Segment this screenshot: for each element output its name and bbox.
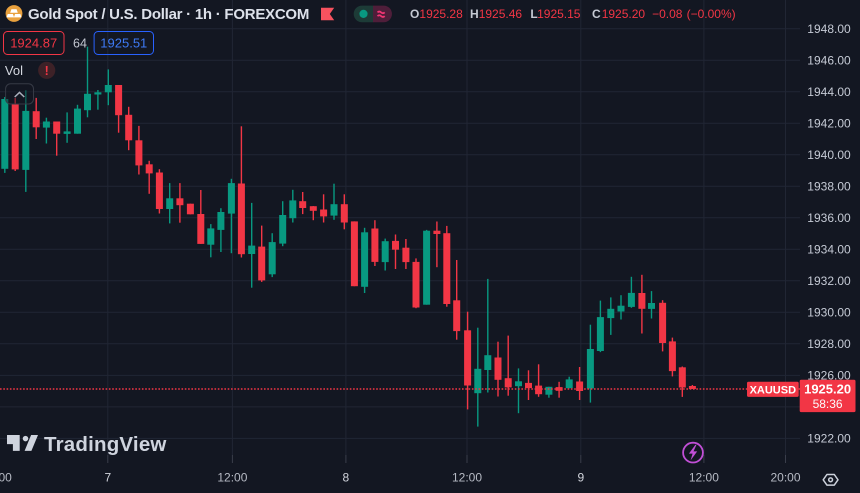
svg-text:1926.00: 1926.00 [807, 369, 851, 383]
svg-text:20:00: 20:00 [770, 471, 800, 485]
svg-text:9: 9 [577, 471, 584, 485]
svg-text:1932.00: 1932.00 [807, 274, 851, 288]
svg-text:C: C [592, 7, 601, 21]
svg-text:L: L [530, 7, 537, 21]
svg-text:1925.46: 1925.46 [479, 7, 523, 21]
svg-text:1948.00: 1948.00 [807, 22, 851, 36]
svg-text:1934.00: 1934.00 [807, 243, 851, 257]
svg-text:1928.00: 1928.00 [807, 337, 851, 351]
svg-text:1925.20: 1925.20 [804, 382, 851, 397]
svg-text:12:00: 12:00 [452, 471, 482, 485]
svg-text:1946.00: 1946.00 [807, 53, 851, 67]
svg-text:64: 64 [73, 37, 87, 51]
svg-text:1942.00: 1942.00 [807, 116, 851, 130]
svg-text:−0.08: −0.08 [652, 7, 683, 21]
svg-text:Gold Spot / U.S. Dollar · 1h ·: Gold Spot / U.S. Dollar · 1h · FOREXCOM [28, 6, 309, 23]
svg-text:1944.00: 1944.00 [807, 85, 851, 99]
svg-text:1925.20: 1925.20 [602, 7, 646, 21]
svg-text:7: 7 [104, 471, 111, 485]
svg-text:XAUUSD: XAUUSD [750, 384, 797, 396]
svg-text:!: ! [45, 64, 49, 78]
svg-text:00: 00 [0, 471, 12, 485]
svg-text:1924.87: 1924.87 [10, 36, 57, 51]
svg-text:8: 8 [343, 471, 350, 485]
svg-text:TradingView: TradingView [44, 433, 167, 456]
svg-text:58:36: 58:36 [813, 397, 843, 411]
svg-text:12:00: 12:00 [217, 471, 247, 485]
svg-text:H: H [470, 7, 479, 21]
svg-text:1922.00: 1922.00 [807, 432, 851, 446]
svg-text:1925.51: 1925.51 [100, 36, 147, 51]
svg-text:1925.28: 1925.28 [419, 7, 463, 21]
svg-text:1940.00: 1940.00 [807, 148, 851, 162]
svg-text:(−0.00%): (−0.00%) [687, 7, 736, 21]
svg-text:12:00: 12:00 [689, 471, 719, 485]
svg-text:1930.00: 1930.00 [807, 306, 851, 320]
svg-text:O: O [410, 7, 419, 21]
svg-text:1925.15: 1925.15 [537, 7, 581, 21]
svg-text:1938.00: 1938.00 [807, 180, 851, 194]
svg-text:Vol: Vol [5, 63, 23, 78]
svg-text:1936.00: 1936.00 [807, 211, 851, 225]
